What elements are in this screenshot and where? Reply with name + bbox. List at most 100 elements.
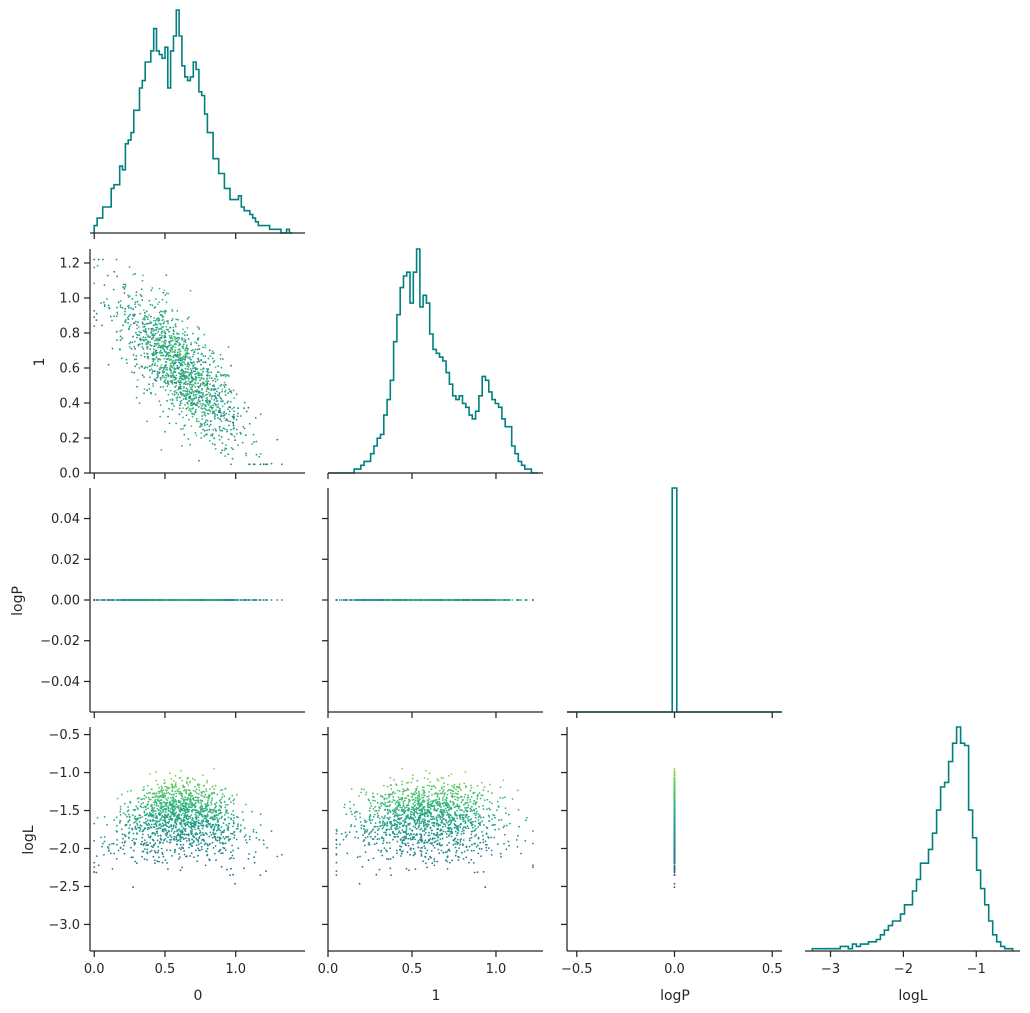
scatter-point <box>180 797 183 800</box>
scatter-point <box>198 396 200 399</box>
scatter-point <box>203 599 206 601</box>
scatter-point <box>211 433 214 435</box>
scatter-point <box>97 599 100 601</box>
scatter-point <box>165 328 168 331</box>
scatter-point <box>138 402 141 405</box>
scatter-point <box>499 599 502 601</box>
scatter-point <box>158 339 161 341</box>
scatter-point <box>259 824 262 826</box>
scatter-point <box>129 295 131 297</box>
scatter-point <box>126 362 128 364</box>
scatter-point <box>456 599 458 601</box>
scatter-point <box>170 365 173 367</box>
scatter-point <box>183 358 186 361</box>
scatter-point <box>371 599 374 601</box>
scatter-point <box>157 319 160 322</box>
scatter-point <box>182 347 185 350</box>
scatter-point <box>123 292 126 294</box>
scatter-point <box>127 315 130 317</box>
scatter-point <box>124 310 126 313</box>
scatter-point <box>175 340 178 343</box>
scatter-point <box>206 381 209 384</box>
scatter-point <box>200 432 203 434</box>
scatter-point <box>170 778 173 780</box>
scatter-point <box>218 425 221 428</box>
scatter-point <box>163 381 166 383</box>
scatter-point <box>174 351 176 354</box>
scatter-point <box>199 395 202 398</box>
scatter-point <box>153 370 156 372</box>
scatter-point <box>157 851 159 854</box>
scatter-point <box>198 405 200 408</box>
scatter-point <box>383 599 386 601</box>
scatter-point <box>164 374 167 377</box>
scatter-point <box>170 381 172 383</box>
scatter-point <box>179 350 181 353</box>
scatter-point <box>145 310 148 313</box>
scatter-point <box>155 353 157 356</box>
scatter-point <box>176 351 179 354</box>
scatter-point <box>172 330 175 333</box>
scatter-point <box>196 367 199 370</box>
scatter-point <box>180 814 183 816</box>
scatter-point <box>149 376 151 378</box>
scatter-point <box>235 393 238 396</box>
scatter-point <box>149 341 152 344</box>
scatter-point <box>511 599 514 601</box>
scatter-point <box>169 368 171 371</box>
scatter-point <box>206 423 209 426</box>
scatter-point <box>116 313 119 315</box>
scatter-point <box>133 358 136 361</box>
scatter-point <box>233 397 236 399</box>
scatter-point <box>214 388 217 390</box>
scatter-point <box>183 331 186 333</box>
scatter-point <box>215 375 218 378</box>
scatter-point <box>204 344 207 347</box>
scatter-point <box>161 374 164 377</box>
scatter-point <box>141 299 144 301</box>
scatter-point <box>187 338 190 340</box>
scatter-point <box>158 328 160 331</box>
scatter-point <box>113 852 116 855</box>
scatter-point <box>143 352 146 355</box>
scatter-point <box>203 382 206 385</box>
scatter-point <box>231 457 234 460</box>
scatter-point <box>175 384 178 387</box>
scatter-point <box>144 366 147 368</box>
scatter-point <box>165 274 168 276</box>
scatter-point <box>214 417 216 420</box>
scatter-point <box>220 414 223 416</box>
scatter-point <box>188 599 191 601</box>
scatter-point <box>188 390 191 392</box>
scatter-point <box>228 858 231 860</box>
scatter-point <box>132 308 135 310</box>
scatter-point <box>152 360 155 363</box>
scatter-point <box>174 370 176 373</box>
scatter-point <box>189 361 192 364</box>
scatter-point <box>143 367 146 370</box>
scatter-point <box>172 326 175 329</box>
scatter-point <box>175 391 178 394</box>
scatter-point <box>179 385 182 388</box>
scatter-point <box>183 340 186 343</box>
scatter-point <box>127 304 130 307</box>
scatter-point <box>164 312 166 315</box>
scatter-point <box>479 599 481 601</box>
scatter-point <box>248 853 251 855</box>
scatter-point <box>146 792 149 795</box>
scatter-point <box>232 448 234 451</box>
scatter-point <box>167 415 169 418</box>
scatter-point <box>218 392 221 394</box>
scatter-point <box>93 282 96 285</box>
scatter-point <box>165 599 168 601</box>
scatter-point <box>162 322 165 325</box>
scatter-point <box>221 400 224 403</box>
scatter-point <box>202 361 205 363</box>
scatter-point <box>230 400 232 403</box>
scatter-point <box>198 372 201 375</box>
scatter-point <box>219 358 222 360</box>
scatter-point <box>124 599 127 601</box>
scatter-point <box>178 366 181 369</box>
scatter-point <box>170 599 173 601</box>
scatter-point <box>181 346 184 348</box>
